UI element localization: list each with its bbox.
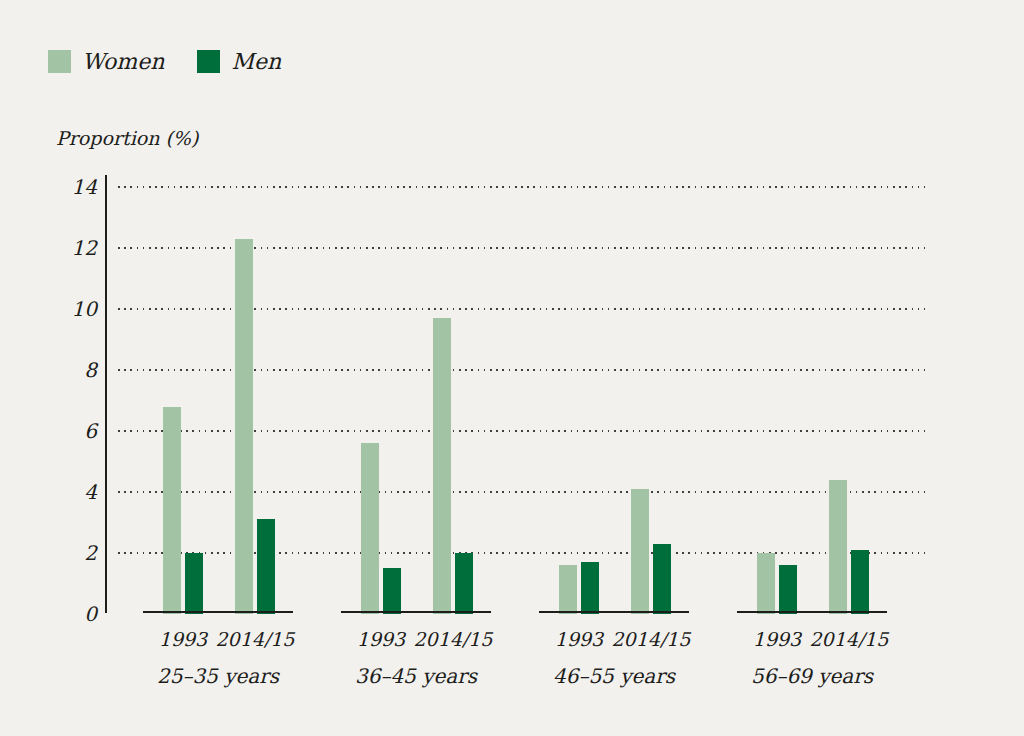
y-tick-label-4: 4 bbox=[37, 480, 97, 504]
bar-men-2014-15 bbox=[257, 519, 275, 614]
group-label: 36–45 years bbox=[355, 664, 477, 688]
x-axis-baseline bbox=[143, 611, 293, 613]
y-tick-label-12: 12 bbox=[37, 236, 97, 260]
chart-page: Women Men Proportion (%) 0 2 4 6 8 10 12 14 1993 2… bbox=[0, 0, 1024, 736]
y-tick-label-6: 6 bbox=[37, 419, 97, 443]
x-category-label: 2014/15 bbox=[216, 628, 295, 650]
bar-men-1993 bbox=[383, 568, 401, 614]
group-label: 56–69 years bbox=[751, 664, 873, 688]
bar-men-2014-15 bbox=[851, 550, 869, 614]
x-category-label: 1993 bbox=[159, 628, 207, 650]
legend-swatch-women bbox=[48, 50, 71, 73]
bar-women-1993 bbox=[361, 443, 379, 614]
legend-swatch-men bbox=[197, 50, 220, 73]
x-category-label: 2014/15 bbox=[612, 628, 691, 650]
legend-label-women: Women bbox=[82, 50, 164, 73]
group-label: 46–55 years bbox=[553, 664, 675, 688]
x-category-label: 2014/15 bbox=[810, 628, 889, 650]
y-tick-label-2: 2 bbox=[37, 541, 97, 565]
x-category-label: 1993 bbox=[555, 628, 603, 650]
x-category-label: 1993 bbox=[357, 628, 405, 650]
x-axis-baseline bbox=[539, 611, 689, 613]
y-axis-title: Proportion (%) bbox=[56, 127, 198, 149]
bar-women-2014-15 bbox=[235, 239, 253, 614]
x-axis-baseline bbox=[737, 611, 887, 613]
y-tick-label-8: 8 bbox=[37, 358, 97, 382]
bar-men-2014-15 bbox=[653, 544, 671, 614]
x-category-label: 1993 bbox=[753, 628, 801, 650]
bar-women-2014-15 bbox=[631, 489, 649, 614]
group-label: 25–35 years bbox=[157, 664, 279, 688]
bar-men-1993 bbox=[581, 562, 599, 614]
x-category-label: 2014/15 bbox=[414, 628, 493, 650]
bar-women-1993 bbox=[163, 407, 181, 614]
y-tick-label-0: 0 bbox=[37, 602, 97, 626]
bar-women-1993 bbox=[559, 565, 577, 614]
gridline-14 bbox=[118, 186, 925, 188]
y-tick-label-14: 14 bbox=[37, 175, 97, 199]
bar-men-1993 bbox=[185, 553, 203, 614]
legend-label-men: Men bbox=[231, 50, 281, 73]
y-tick-label-10: 10 bbox=[37, 297, 97, 321]
x-axis-baseline bbox=[341, 611, 491, 613]
bar-women-2014-15 bbox=[829, 480, 847, 614]
bar-men-1993 bbox=[779, 565, 797, 614]
bar-women-1993 bbox=[757, 553, 775, 614]
bar-women-2014-15 bbox=[433, 318, 451, 614]
y-axis-line bbox=[105, 175, 107, 613]
chart-legend: Women Men bbox=[48, 50, 314, 73]
bar-men-2014-15 bbox=[455, 553, 473, 614]
